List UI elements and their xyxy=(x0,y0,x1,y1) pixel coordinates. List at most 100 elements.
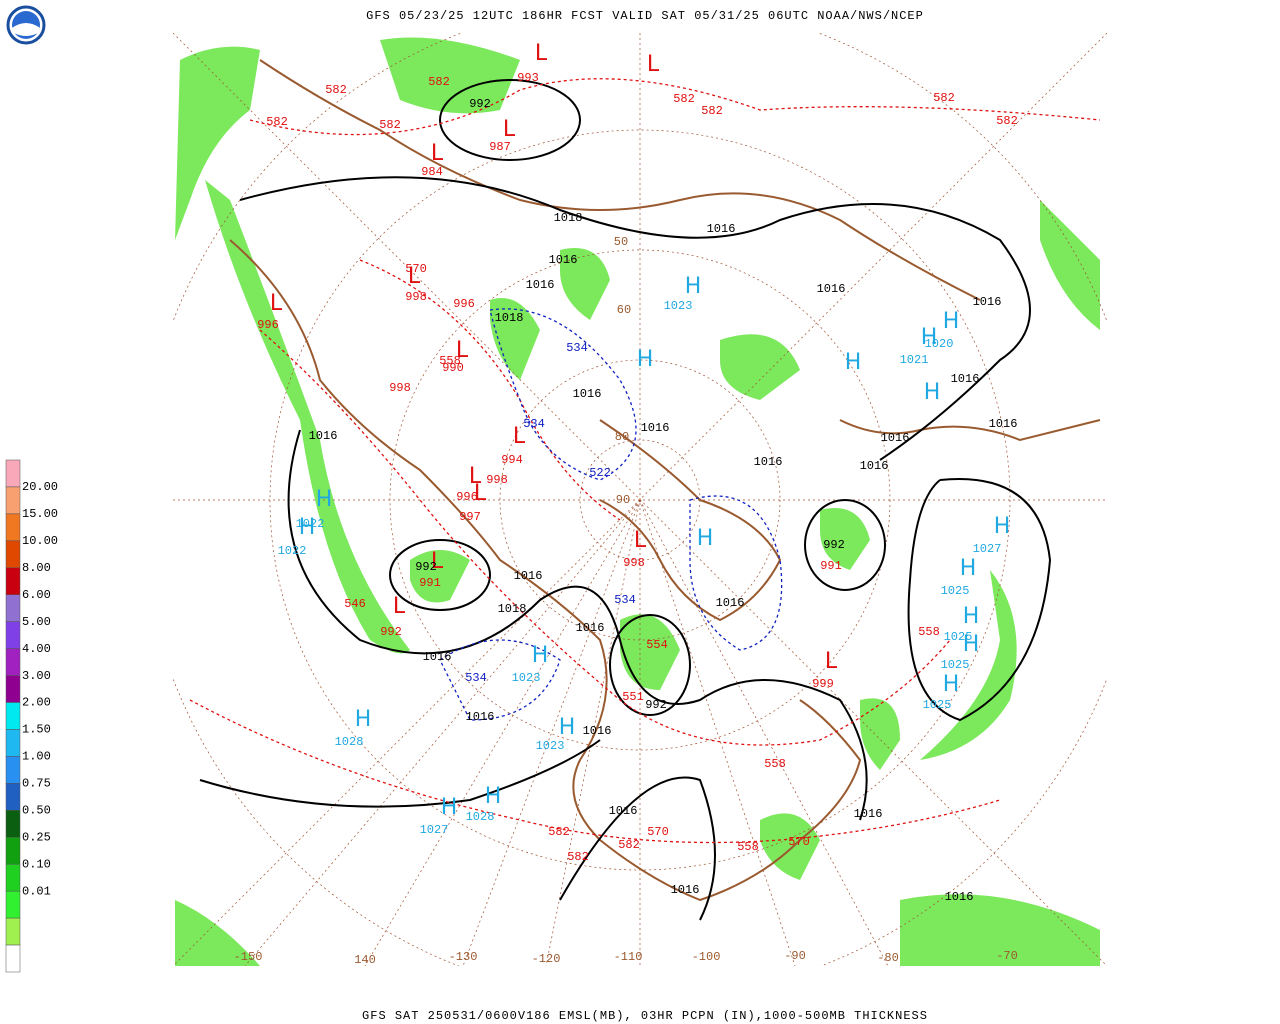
contour-label: 996 xyxy=(453,297,475,311)
longitude-label: -80 xyxy=(877,951,899,965)
contour-label: 558 xyxy=(764,757,786,771)
longitude-label: -100 xyxy=(692,950,721,964)
legend-label: 0.75 xyxy=(22,777,51,791)
contour-label: 582 xyxy=(701,104,723,118)
latitude-label: 50 xyxy=(614,235,628,249)
contour-label: 996 xyxy=(456,490,478,504)
pressure-center: H xyxy=(963,604,980,629)
contour-label: 1016 xyxy=(716,596,745,610)
longitude-label: -130 xyxy=(449,950,478,964)
contour-label: 1025 xyxy=(941,584,970,598)
legend-swatch xyxy=(5,513,21,542)
contour-label: 998 xyxy=(405,290,427,304)
latitude-label: 90 xyxy=(616,493,630,507)
legend-swatch xyxy=(5,540,21,569)
contour-label: 534 xyxy=(523,417,545,431)
legend-swatch xyxy=(5,810,21,838)
contour-label: 1016 xyxy=(583,724,612,738)
pressure-center: H xyxy=(943,672,960,697)
contour-label: 1027 xyxy=(420,823,449,837)
pressure-center: H xyxy=(316,487,333,512)
contour-label: 558 xyxy=(439,354,461,368)
legend-label: 15.00 xyxy=(22,507,58,521)
pressure-center: L xyxy=(535,41,548,66)
legend-label: 0.10 xyxy=(22,857,51,871)
legend-label: 0.25 xyxy=(22,830,51,844)
pressure-center: H xyxy=(994,514,1011,539)
contour-label: 1016 xyxy=(466,710,495,724)
contour-label: 994 xyxy=(501,453,523,467)
contour-label: 1016 xyxy=(514,569,543,583)
contour-label: 582 xyxy=(379,118,401,132)
contour-label: 570 xyxy=(788,835,810,849)
contour-label: 1016 xyxy=(641,421,670,435)
contour-label: 1027 xyxy=(973,542,1002,556)
legend-label: 3.00 xyxy=(22,669,51,683)
pressure-center: H xyxy=(963,632,980,657)
contour-label: 1022 xyxy=(278,544,307,558)
pressure-center: L xyxy=(474,481,487,506)
contour-label: 1018 xyxy=(554,211,583,225)
contour-label: 582 xyxy=(933,91,955,105)
contour-label: 1016 xyxy=(989,417,1018,431)
legend-swatch xyxy=(5,621,21,649)
contour-label: 1016 xyxy=(576,621,605,635)
longitude-label: -110 xyxy=(614,950,643,964)
pressure-center: L xyxy=(513,424,526,449)
contour-label: 554 xyxy=(646,638,668,652)
contour-label: 1016 xyxy=(973,295,1002,309)
contour-label: 582 xyxy=(266,115,288,129)
contour-label: 1023 xyxy=(536,739,565,753)
legend-label: 6.00 xyxy=(22,588,51,602)
contour-label: 984 xyxy=(421,165,443,179)
legend-label: 10.00 xyxy=(22,534,58,548)
contour-label: 582 xyxy=(996,114,1018,128)
pressure-center: H xyxy=(685,274,702,299)
contour-label: 1028 xyxy=(335,735,364,749)
legend-swatch xyxy=(5,944,21,973)
contour-label: 1016 xyxy=(854,807,883,821)
pressure-center: H xyxy=(355,707,372,732)
contour-label: 1016 xyxy=(573,387,602,401)
contour-label: 992 xyxy=(380,625,402,639)
contour-label: 1022 xyxy=(296,517,325,531)
pressure-center: L xyxy=(647,52,660,77)
contour-label: 1016 xyxy=(881,431,910,445)
noaa-logo xyxy=(6,5,46,45)
pressure-center: L xyxy=(431,549,444,574)
longitude-label: -120 xyxy=(532,952,561,966)
contour-label: 1016 xyxy=(951,372,980,386)
pressure-center: L xyxy=(634,528,647,553)
contour-label: 1020 xyxy=(925,337,954,351)
contour-label: 522 xyxy=(589,466,611,480)
contour-label: 1025 xyxy=(941,658,970,672)
legend-swatch xyxy=(5,756,21,784)
legend-label: 20.00 xyxy=(22,480,58,494)
contour-label: 570 xyxy=(405,262,427,276)
contour-label: 996 xyxy=(257,318,279,332)
legend-swatch xyxy=(5,702,21,730)
contour-label: 551 xyxy=(622,690,644,704)
contour-label: 1016 xyxy=(817,282,846,296)
legend-swatch xyxy=(5,890,21,919)
pressure-center: H xyxy=(485,784,502,809)
latitude-label: 80 xyxy=(615,430,629,444)
contour-label: 582 xyxy=(618,838,640,852)
contour-label: 998 xyxy=(389,381,411,395)
pressure-center: H xyxy=(943,309,960,334)
legend-label: 1.00 xyxy=(22,750,51,764)
contour-label: 990 xyxy=(442,361,464,375)
contour-label: 534 xyxy=(566,341,588,355)
contour-label: 999 xyxy=(812,677,834,691)
contour-label: 1016 xyxy=(423,650,452,664)
contour-label: 991 xyxy=(419,576,441,590)
contour-label: 1016 xyxy=(860,459,889,473)
contour-label: 998 xyxy=(623,556,645,570)
legend-label: 1.50 xyxy=(22,723,51,737)
pressure-center: H xyxy=(845,350,862,375)
contour-label: 997 xyxy=(459,510,481,524)
pressure-center: H xyxy=(924,380,941,405)
legend-swatch xyxy=(5,486,21,515)
contour-label: 546 xyxy=(344,597,366,611)
